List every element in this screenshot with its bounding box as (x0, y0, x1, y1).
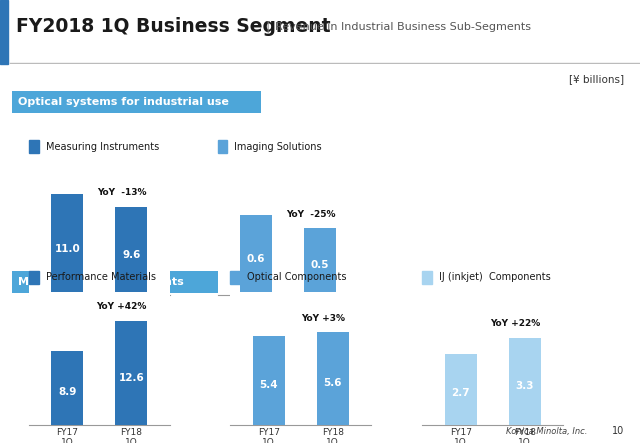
Text: 12.6: 12.6 (118, 373, 144, 383)
Bar (304, 228, 336, 295)
Text: 0.6: 0.6 (247, 254, 265, 264)
Text: Optical systems for industrial use: Optical systems for industrial use (18, 97, 228, 107)
Text: YoY +22%: YoY +22% (490, 319, 540, 328)
Text: Revenue in Industrial Business Sub-Segments: Revenue in Industrial Business Sub-Segme… (275, 22, 531, 32)
Bar (12, 272, 229, 293)
Text: IJ (inkjet)  Components: IJ (inkjet) Components (439, 272, 551, 282)
Text: Materials and components: Materials and components (18, 277, 184, 288)
Text: YoY  -13%: YoY -13% (97, 188, 147, 197)
Text: 2.7: 2.7 (451, 388, 470, 398)
Bar (0, 0, 8, 64)
Text: YoY +42%: YoY +42% (97, 302, 147, 311)
Text: 5.4: 5.4 (259, 380, 278, 390)
Text: 3.3: 3.3 (516, 381, 534, 391)
Text: YoY  -25%: YoY -25% (285, 210, 335, 219)
Bar (29, 140, 38, 153)
Text: 5.6: 5.6 (324, 378, 342, 389)
Bar (12, 91, 261, 113)
Bar (422, 271, 432, 284)
Text: |: | (262, 20, 275, 34)
Bar (218, 140, 227, 153)
Bar (51, 194, 83, 295)
Bar (445, 354, 477, 425)
Bar (240, 215, 272, 295)
Bar (115, 206, 147, 295)
Text: 9.6: 9.6 (122, 250, 140, 260)
Bar (509, 338, 541, 425)
Text: [¥ billions]: [¥ billions] (569, 74, 624, 84)
Text: FY2018 1Q Business Segment: FY2018 1Q Business Segment (16, 17, 330, 36)
Text: Measuring Instruments: Measuring Instruments (45, 142, 159, 152)
Bar (29, 271, 38, 284)
Bar (115, 321, 147, 425)
Bar (51, 351, 83, 425)
Bar (230, 271, 240, 284)
Text: YoY +3%: YoY +3% (301, 314, 345, 323)
Bar (253, 336, 285, 425)
Text: 8.9: 8.9 (58, 387, 76, 397)
Text: Optical Components: Optical Components (247, 272, 347, 282)
Text: Performance Materials: Performance Materials (45, 272, 156, 282)
Text: Imaging Solutions: Imaging Solutions (234, 142, 322, 152)
Text: 10: 10 (612, 426, 624, 436)
Text: 0.5: 0.5 (311, 260, 329, 270)
Text: 11.0: 11.0 (54, 244, 80, 254)
Text: Konica Minolta, Inc.: Konica Minolta, Inc. (506, 427, 587, 436)
Bar (317, 332, 349, 425)
